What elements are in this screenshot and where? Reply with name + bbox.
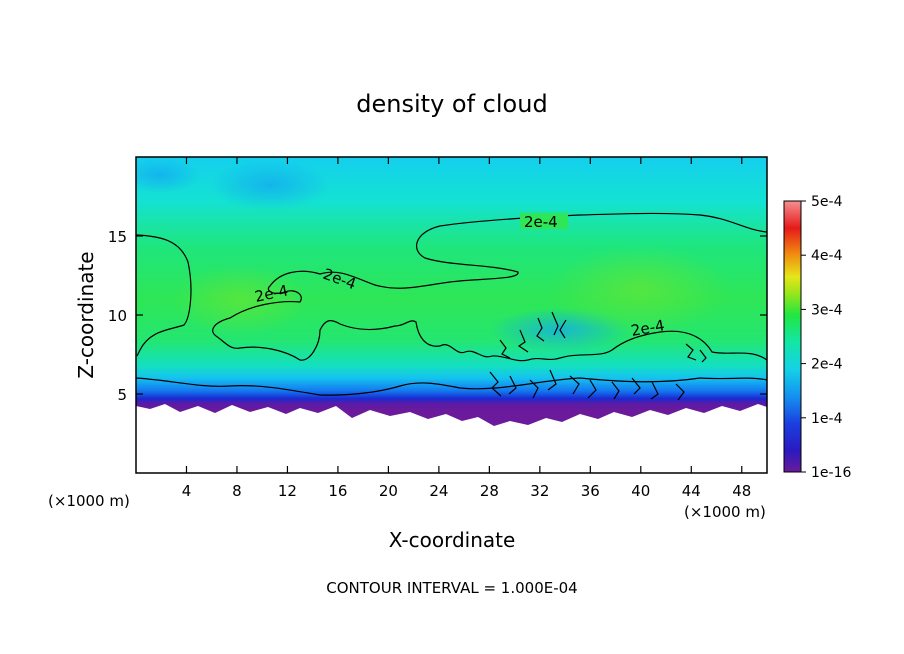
colorbar: 1e-16 1e-4 2e-4 3e-4 4e-4 5e-4 <box>783 194 851 481</box>
y-axis-title: Z-coordinate <box>74 251 98 378</box>
colorbar-scale <box>783 200 802 473</box>
x-axis-title: X-coordinate <box>389 528 516 552</box>
x-tick-label: 8 <box>232 482 242 500</box>
x-tick-label: 16 <box>328 482 347 500</box>
colorbar-tick-label: 4e-4 <box>811 248 843 264</box>
x-tick-label: 48 <box>732 482 751 500</box>
colorbar-tick-label: 1e-4 <box>811 411 843 427</box>
chart-title: density of cloud <box>356 90 547 118</box>
x-tick-label: 28 <box>480 482 499 500</box>
contour-lines <box>136 212 767 401</box>
x-axis-unit-left: (×1000 m) <box>48 492 130 510</box>
x-tick-label: 44 <box>682 482 701 500</box>
contour-interval-note: CONTOUR INTERVAL = 1.000E-04 <box>326 579 577 597</box>
high-density-region <box>170 265 310 335</box>
plot-area: 2e-4 2e-4 2e-4 2e-4 <box>136 157 767 473</box>
y-tick-label: 5 <box>117 386 127 404</box>
y-tick-label: 15 <box>108 228 127 246</box>
x-tick-label: 40 <box>631 482 650 500</box>
contour-line <box>136 234 192 357</box>
x-tick-label: 4 <box>182 482 192 500</box>
x-axis-unit-right: (×1000 m) <box>684 503 766 521</box>
contour-line <box>212 212 767 362</box>
x-tick-label: 32 <box>530 482 549 500</box>
x-tick-label: 12 <box>278 482 297 500</box>
contour-label: 2e-4 <box>524 213 558 231</box>
colorbar-tick-label: 2e-4 <box>811 357 843 373</box>
colorbar-ticks: 1e-16 1e-4 2e-4 3e-4 4e-4 5e-4 <box>801 194 851 481</box>
cloud-base-mask <box>136 404 767 473</box>
contour-label-bg <box>520 213 568 229</box>
contour-label: 2e-4 <box>630 316 666 340</box>
contour-line <box>499 311 707 363</box>
contour-line <box>489 369 685 401</box>
low-density-region <box>136 157 200 193</box>
high-density-region <box>550 245 730 335</box>
y-tick-label: 10 <box>108 307 127 325</box>
low-density-region <box>210 160 330 210</box>
y-axis: 5 10 15 <box>108 228 767 404</box>
colorbar-tick-label: 1e-16 <box>811 465 851 481</box>
x-axis: 4 8 12 16 20 24 28 32 36 40 44 48 <box>182 157 751 500</box>
colorbar-tick-label: 3e-4 <box>811 302 843 318</box>
x-tick-label: 20 <box>379 482 398 500</box>
contour-line <box>136 377 767 396</box>
x-tick-label: 24 <box>429 482 448 500</box>
colorbar-tick-label: 5e-4 <box>811 194 843 210</box>
x-tick-label: 36 <box>581 482 600 500</box>
